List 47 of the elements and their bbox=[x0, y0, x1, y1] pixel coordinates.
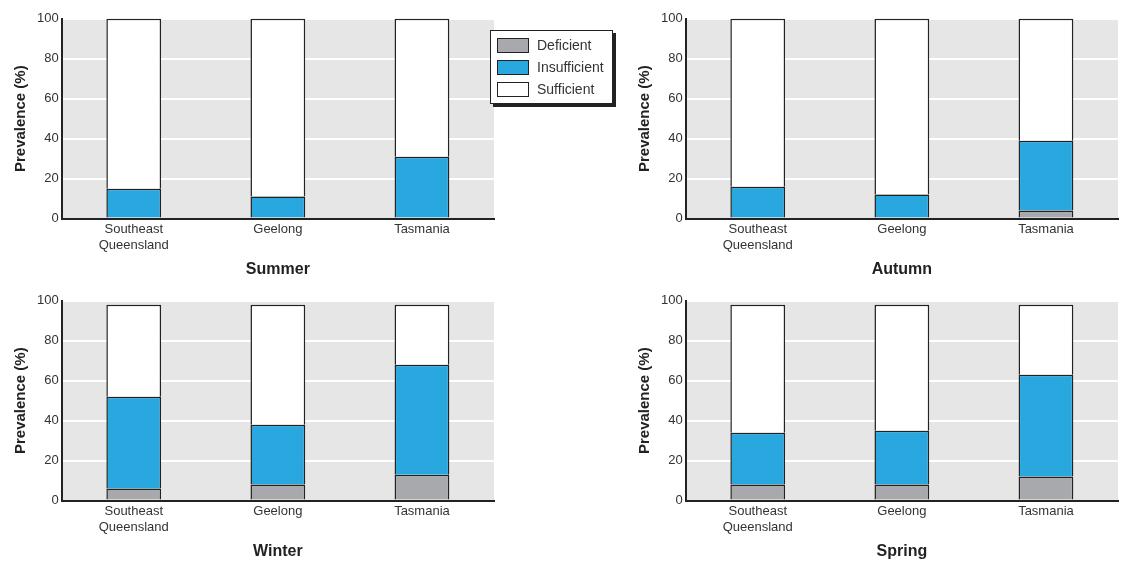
x-tick-label: Geelong bbox=[877, 502, 927, 518]
y-tick-label: 80 bbox=[668, 332, 683, 348]
x-tick-label: Southeast Queensland bbox=[98, 220, 169, 252]
legend-label: Deficient bbox=[537, 37, 592, 53]
y-axis-title: Prevalence (%) bbox=[635, 65, 653, 173]
x-tick-label: Tasmania bbox=[394, 220, 451, 236]
y-tick-label: 0 bbox=[675, 210, 683, 226]
y-tick-label: 60 bbox=[668, 90, 683, 106]
x-tick-label: Tasmania bbox=[1018, 220, 1075, 236]
y-tick-label: 0 bbox=[51, 210, 59, 226]
y-tick-label: 20 bbox=[44, 170, 59, 186]
y-tick-label: 20 bbox=[668, 170, 683, 186]
y-tick-label: 60 bbox=[44, 90, 59, 106]
x-tick-label: Southeast Queensland bbox=[722, 220, 793, 252]
legend-label: Sufficient bbox=[537, 81, 595, 97]
y-tick-label: 80 bbox=[44, 50, 59, 66]
x-axis-title: Summer bbox=[245, 259, 310, 277]
y-tick-label: 40 bbox=[668, 412, 683, 428]
y-tick-label: 100 bbox=[660, 292, 683, 308]
y-tick-label: 20 bbox=[44, 452, 59, 468]
x-tick-label: Geelong bbox=[877, 220, 927, 236]
x-axis-title: Spring bbox=[876, 541, 928, 559]
y-tick-label: 60 bbox=[668, 372, 683, 388]
x-tick-label: Geelong bbox=[253, 220, 303, 236]
y-tick-label: 80 bbox=[668, 50, 683, 66]
x-axis-title: Winter bbox=[253, 541, 303, 559]
y-tick-label: 60 bbox=[44, 372, 59, 388]
y-tick-label: 0 bbox=[675, 492, 683, 508]
y-tick-label: 0 bbox=[51, 492, 59, 508]
y-tick-label: 20 bbox=[668, 452, 683, 468]
x-tick-label: Tasmania bbox=[394, 502, 451, 518]
y-axis-title: Prevalence (%) bbox=[11, 347, 29, 455]
y-tick-label: 100 bbox=[36, 10, 59, 26]
x-axis-title: Autumn bbox=[871, 259, 933, 277]
y-axis-title: Prevalence (%) bbox=[11, 65, 29, 173]
y-tick-label: 100 bbox=[36, 292, 59, 308]
y-axis-title: Prevalence (%) bbox=[635, 347, 653, 455]
y-tick-label: 40 bbox=[668, 130, 683, 146]
x-tick-label: Tasmania bbox=[1018, 502, 1075, 518]
x-tick-label: Geelong bbox=[253, 502, 303, 518]
y-tick-label: 100 bbox=[660, 10, 683, 26]
y-tick-label: 80 bbox=[44, 332, 59, 348]
x-tick-label: Southeast Queensland bbox=[98, 502, 169, 534]
x-tick-label: Southeast Queensland bbox=[722, 502, 793, 534]
legend-label: Insufficient bbox=[537, 59, 604, 75]
y-tick-label: 40 bbox=[44, 412, 59, 428]
y-tick-label: 40 bbox=[44, 130, 59, 146]
